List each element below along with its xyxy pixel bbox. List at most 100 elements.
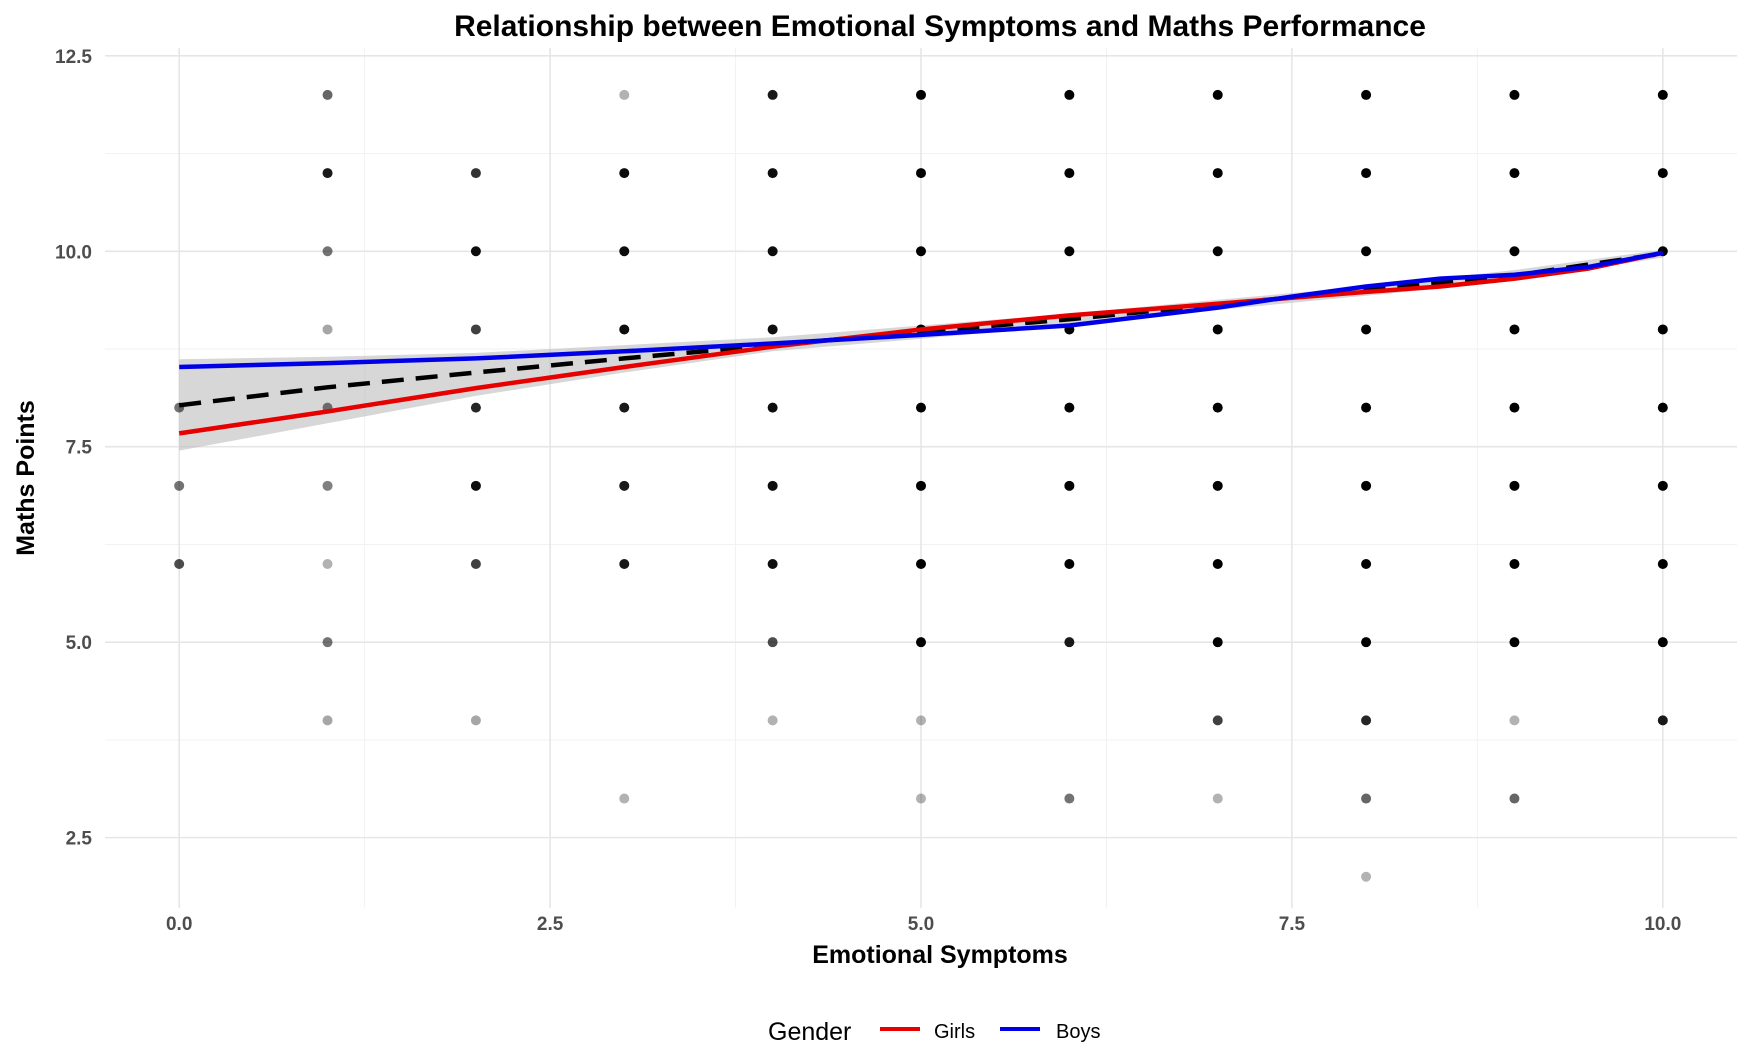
legend-label-girls: Girls [934,1021,975,1043]
data-point [470,402,481,413]
data-point [1361,793,1372,804]
data-point [767,480,778,491]
scatter-points [174,89,1668,882]
data-point [1509,637,1520,648]
data-point [1064,402,1075,413]
data-point [322,480,333,491]
data-point [916,637,926,648]
data-point [1361,402,1372,413]
axes: 0.0 2.5 5.0 7.5 10.0 2.5 5.0 7.5 10.0 12.5 [55,47,1681,935]
data-point [619,246,630,257]
data-point [767,559,778,569]
data-point [174,480,185,491]
legend-title: Gender [768,1018,851,1046]
data-point [470,480,481,491]
overall-trend-line [178,251,1664,408]
x-axis-title: Emotional Symptoms [812,941,1068,969]
data-point [1509,480,1520,491]
data-point [470,168,481,179]
data-point [916,559,926,569]
data-point [1212,715,1223,726]
data-point [1064,246,1075,257]
data-point [1361,559,1372,569]
data-point [1657,715,1668,726]
data-point [1212,793,1223,804]
data-point [916,793,926,804]
data-point [916,89,926,100]
data-point [1361,480,1372,491]
data-point [1361,637,1372,648]
data-point [767,168,778,179]
data-point [1212,480,1223,491]
data-point [1064,168,1075,179]
data-point [1657,324,1668,335]
data-point [1212,559,1223,569]
y-tick-label: 10.0 [55,242,92,263]
data-point [1361,89,1372,100]
legend: Gender Girls Boys [768,1018,1100,1046]
data-point [1212,246,1223,257]
data-point [1509,324,1520,335]
data-point [1509,246,1520,257]
data-point [1361,246,1372,257]
data-point [619,793,630,804]
boys-trend-line [179,250,1664,370]
data-point [1657,402,1668,413]
x-tick-label: 7.5 [1279,914,1306,935]
data-point [1064,89,1075,100]
data-point [916,402,926,413]
x-tick-label: 5.0 [908,914,934,935]
y-tick-label: 5.0 [66,633,92,654]
girls-trend-line [178,250,1664,436]
data-point [1509,402,1520,413]
data-point [322,246,333,257]
data-point [1509,559,1520,569]
data-point [916,480,926,491]
data-point [767,324,778,335]
data-point [1361,168,1372,179]
data-point [767,637,778,648]
data-point [470,324,481,335]
data-point [470,715,481,726]
data-point [174,559,185,569]
data-point [1212,402,1223,413]
data-point [1657,559,1668,569]
data-point [322,168,333,179]
data-point [1657,480,1668,491]
data-point [322,324,333,335]
data-point [619,168,630,179]
y-tick-label: 2.5 [66,829,93,850]
data-point [470,246,481,257]
data-point [619,324,630,335]
data-point [1064,637,1075,648]
data-point [1657,637,1668,648]
x-tick-label: 2.5 [537,914,564,935]
data-point [1212,168,1223,179]
data-point [1361,324,1372,335]
data-point [619,402,630,413]
x-tick-label: 0.0 [166,914,192,935]
data-point [619,480,630,491]
y-tick-label: 12.5 [55,47,92,68]
chart-title: Relationship between Emotional Symptoms … [454,10,1426,43]
legend-label-boys: Boys [1056,1021,1100,1043]
y-tick-label: 7.5 [66,438,93,459]
data-point [1657,168,1668,179]
data-point [619,89,630,100]
data-point [619,559,630,569]
trend-lines [178,250,1664,436]
y-axis-title: Maths Points [12,400,40,556]
data-point [1509,793,1520,804]
data-point [1064,480,1075,491]
data-point [1361,715,1372,726]
data-point [1509,715,1520,726]
data-point [1212,89,1223,100]
data-point [1064,793,1075,804]
data-point [767,89,778,100]
data-point [767,246,778,257]
data-point [470,559,481,569]
data-point [916,168,926,179]
data-point [1657,89,1668,100]
data-point [1509,168,1520,179]
